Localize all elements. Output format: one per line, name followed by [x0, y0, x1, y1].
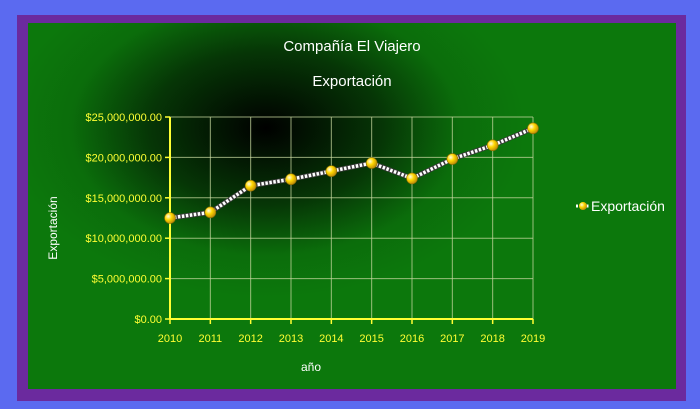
x-tick-label: 2017 [440, 333, 464, 345]
x-tick-label: 2010 [158, 333, 182, 345]
x-tick-label: 2012 [238, 333, 262, 345]
chart-title: Compañía El Viajero [283, 38, 420, 55]
chart-panel [28, 23, 676, 389]
x-axis-label: año [301, 360, 321, 374]
y-tick-label: $25,000,000.00 [86, 112, 162, 124]
data-point [365, 157, 378, 169]
y-tick-label: $0.00 [134, 314, 162, 326]
chart-subtitle: Exportación [312, 73, 391, 90]
x-tick-label: 2013 [279, 333, 303, 345]
legend-label: Exportación [591, 198, 665, 214]
x-tick-label: 2019 [521, 333, 545, 345]
y-tick-label: $20,000,000.00 [86, 152, 162, 164]
series-exportacion [164, 122, 539, 224]
data-point [527, 122, 539, 135]
y-tick-label: $10,000,000.00 [86, 233, 162, 245]
grid [169, 116, 534, 320]
x-tick-label: 2014 [319, 333, 343, 345]
data-point [486, 139, 499, 152]
y-tick-label: $15,000,000.00 [86, 193, 162, 205]
x-tick-label: 2016 [400, 333, 424, 345]
data-point [446, 153, 459, 165]
axes: $0.00 $5,000,000.00 $10,000,000.00 $15,000,… [86, 112, 546, 345]
y-tick-label: $5,000,000.00 [92, 274, 162, 286]
data-point [406, 172, 418, 185]
legend: Exportación [576, 198, 665, 214]
x-tick-label: 2018 [480, 333, 504, 345]
x-tick-label: 2011 [199, 333, 223, 345]
legend-marker-swatch [579, 202, 587, 210]
data-point [244, 179, 257, 192]
data-point [164, 212, 176, 224]
series-line [169, 126, 534, 220]
x-tick-label: 2015 [359, 333, 383, 345]
y-axis-label: Exportación [46, 196, 60, 259]
data-point [285, 173, 297, 186]
data-point [325, 165, 338, 177]
data-point [204, 206, 217, 219]
